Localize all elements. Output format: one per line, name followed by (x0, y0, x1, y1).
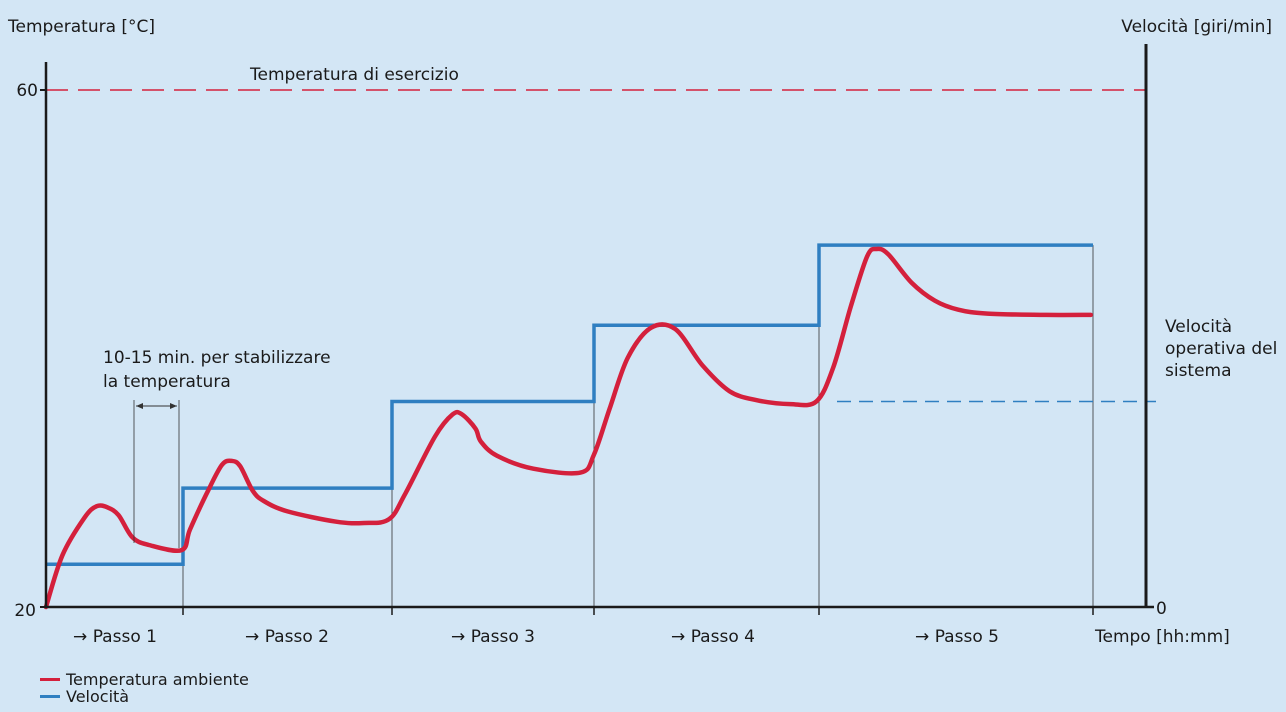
legend-label-temperatura: Temperatura ambiente (66, 670, 249, 689)
legend-item-velocita: Velocità (40, 688, 249, 705)
step-label-2: → Passo 2 (245, 627, 329, 647)
y-right-axis-label: Velocità [giri/min] (1121, 17, 1272, 37)
axis-ticks (40, 89, 1154, 615)
legend-label-velocita: Velocità (66, 687, 130, 706)
series-line-temperatura (43, 246, 1093, 610)
y-left-axis-label: Temperatura [°C] (7, 17, 155, 37)
annotation-arrowhead-left (136, 403, 143, 409)
x-axis-label: Tempo [hh:mm] (1094, 627, 1230, 647)
legend: Temperatura ambiente Velocità (40, 671, 249, 705)
legend-swatch-temperatura (40, 678, 60, 681)
legend-swatch-velocita (40, 695, 60, 698)
step-label-1: → Passo 1 (73, 627, 157, 647)
annotation-duration-marker (133, 400, 180, 548)
step-labels: → Passo 1 → Passo 2 → Passo 3 → Passo 4 … (73, 627, 999, 647)
annotation-line-2: la temperatura (103, 372, 231, 392)
series-line-velocita (46, 243, 1093, 567)
annotation-line-1: 10-15 min. per stabilizzare (103, 348, 331, 368)
reference-label-line-1: Velocità (1165, 317, 1232, 337)
grid-lines (182, 245, 1094, 607)
reference-lines (46, 89, 1156, 403)
step-label-5: → Passo 5 (915, 627, 999, 647)
annotation-arrowhead-right (170, 403, 177, 409)
reference-label-temperatura-esercizio: Temperatura di esercizio (249, 65, 459, 85)
reference-label-velocita-operativa: Velocità operativa del sistema (1165, 317, 1283, 381)
step-label-4: → Passo 4 (671, 627, 755, 647)
y-right-tick-0: 0 (1156, 599, 1167, 619)
reference-label-line-3: sistema (1165, 361, 1232, 381)
step-label-3: → Passo 3 (451, 627, 535, 647)
y-tick-60: 60 (16, 81, 38, 101)
reference-label-line-2: operativa del (1165, 339, 1277, 359)
legend-item-temperatura: Temperatura ambiente (40, 671, 249, 688)
y-tick-20: 20 (14, 601, 36, 621)
series-layer (43, 243, 1093, 610)
